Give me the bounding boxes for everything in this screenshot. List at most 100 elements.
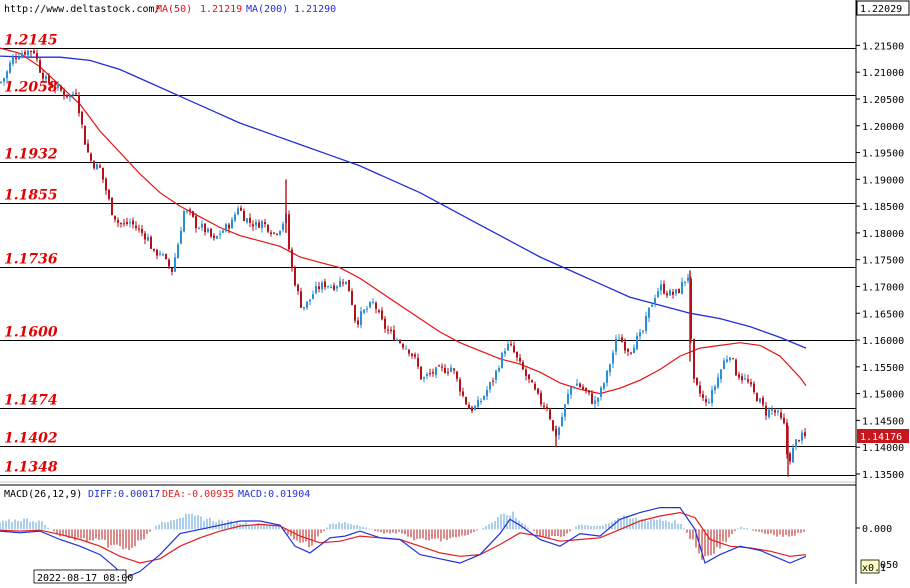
- candle-body: [741, 376, 743, 381]
- candle-body: [165, 253, 167, 259]
- candle-body: [465, 397, 467, 405]
- candle-body: [594, 400, 596, 404]
- candle-body: [378, 310, 380, 313]
- candle-body: [294, 267, 296, 286]
- candle-body: [477, 400, 479, 408]
- date-label: 2022-08-17 08:00: [37, 573, 133, 584]
- candle-body: [93, 161, 95, 169]
- candle-body: [516, 351, 518, 358]
- price-tick-label: 1.19000: [862, 175, 904, 186]
- price-tick-label: 1.17500: [862, 256, 904, 267]
- ma50-value: 1.21219: [200, 4, 242, 15]
- candle-body: [381, 310, 383, 320]
- candle-body: [408, 349, 410, 354]
- candle-body: [366, 308, 368, 310]
- candle-body: [213, 235, 215, 239]
- candle-body: [645, 316, 647, 332]
- level-label: 1.1348: [4, 460, 58, 476]
- candle-body: [111, 197, 113, 216]
- candle-body: [75, 93, 77, 95]
- candle-body: [654, 298, 656, 304]
- candle-body: [234, 214, 236, 221]
- candle-body: [558, 427, 560, 436]
- candle-body: [621, 337, 623, 343]
- candle-body: [384, 318, 386, 329]
- level-label: 1.2145: [4, 33, 58, 49]
- candle-body: [708, 402, 710, 404]
- level-label: 1.1855: [4, 188, 58, 204]
- candle-body: [444, 367, 446, 373]
- candle-body: [510, 343, 512, 345]
- candle-body: [267, 224, 269, 232]
- candle-body: [66, 94, 68, 97]
- candle-body: [153, 248, 155, 251]
- candle-body: [405, 348, 407, 350]
- macd-value-label: MACD:0.01904: [238, 489, 310, 500]
- macd-diff-path: [0, 507, 807, 579]
- source-url[interactable]: http://www.deltastock.com/: [4, 4, 161, 15]
- candle-body: [486, 389, 488, 397]
- price-tick-label: 1.13500: [862, 470, 904, 481]
- candle-body: [57, 84, 59, 88]
- candle-body: [228, 224, 230, 229]
- candle-body: [648, 307, 650, 318]
- level-label: 1.1474: [4, 393, 58, 409]
- candle-body: [243, 210, 245, 222]
- candle-body: [117, 219, 119, 223]
- price-tick-label: 1.15500: [862, 363, 904, 374]
- candle-body: [219, 233, 221, 235]
- candle-body: [498, 368, 500, 372]
- candle-body: [459, 379, 461, 392]
- candle-body: [699, 385, 701, 394]
- candle-body: [45, 76, 47, 80]
- candle-body: [306, 301, 308, 308]
- candle-body: [48, 75, 50, 84]
- candle-body: [90, 153, 92, 161]
- candle-body: [438, 365, 440, 367]
- candle-body: [333, 285, 335, 290]
- candle-body: [357, 320, 359, 325]
- candle-body: [546, 406, 548, 409]
- price-tick-label: 1.16500: [862, 309, 904, 320]
- candle-body: [768, 409, 770, 418]
- candle-body: [762, 397, 764, 405]
- level-label: 1.1600: [4, 325, 58, 341]
- candle-body: [222, 230, 224, 233]
- candle-body: [15, 58, 17, 60]
- candle-body: [507, 343, 509, 351]
- candle-body: [681, 281, 683, 294]
- candle-body: [669, 290, 671, 296]
- candle-body: [567, 393, 569, 404]
- candle-body: [12, 56, 14, 64]
- candle-body: [495, 370, 497, 380]
- candle-body: [309, 299, 311, 302]
- candle-body: [537, 388, 539, 394]
- candle-body: [390, 329, 392, 331]
- candle-body: [774, 410, 776, 413]
- candle-body: [705, 399, 707, 403]
- candle-body: [492, 380, 494, 382]
- price-tick-label: 1.21000: [862, 68, 904, 79]
- candle-body: [426, 373, 428, 377]
- candle-body: [81, 111, 83, 125]
- candle-body: [168, 259, 170, 267]
- candle-body: [411, 353, 413, 356]
- candle-body: [801, 432, 803, 441]
- date-box: [33, 569, 127, 584]
- candle-body: [504, 351, 506, 354]
- candle-body: [450, 367, 452, 372]
- candle-body: [474, 406, 476, 410]
- ma50-label: MA(50): [156, 4, 192, 15]
- candle-body: [399, 340, 401, 344]
- candle-body: [540, 392, 542, 405]
- candle-body: [393, 329, 395, 341]
- candle-body: [42, 72, 44, 79]
- candle-body: [9, 62, 11, 73]
- candle-body: [528, 374, 530, 380]
- candle-body: [270, 232, 272, 235]
- candle-body: [291, 249, 293, 268]
- candle-body: [738, 374, 740, 378]
- candle-body: [369, 302, 371, 308]
